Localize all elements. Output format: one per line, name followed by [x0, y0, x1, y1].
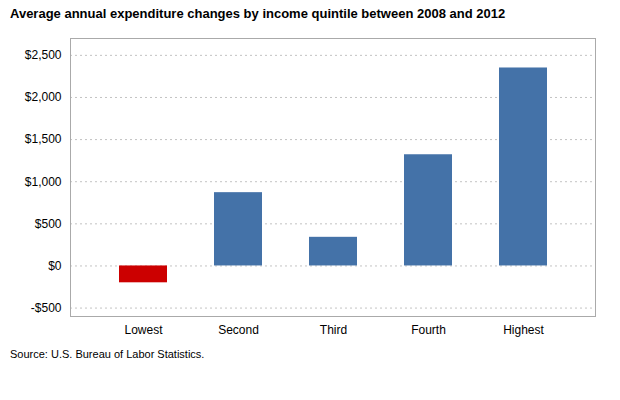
- svg-text:$1,500: $1,500: [25, 133, 62, 147]
- svg-text:Lowest: Lowest: [124, 323, 163, 337]
- svg-text:$2,500: $2,500: [25, 48, 62, 62]
- svg-text:Highest: Highest: [503, 323, 544, 337]
- svg-text:$0: $0: [48, 259, 62, 273]
- svg-text:Fourth: Fourth: [411, 323, 446, 337]
- html-text:Average annual expenditure cha: Average annual expenditure changes by in…: [10, 6, 506, 21]
- svg-text:$1,000: $1,000: [25, 175, 62, 189]
- svg-text:$500: $500: [35, 217, 62, 231]
- svg-text:Second: Second: [218, 323, 259, 337]
- svg-text:-$500: -$500: [31, 301, 62, 315]
- svg-text:$2,000: $2,000: [25, 91, 62, 105]
- svg-text:Third: Third: [320, 323, 347, 337]
- html-text:Source: U.S. Bureau of Labor S: Source: U.S. Bureau of Labor Statistics.: [10, 348, 205, 361]
